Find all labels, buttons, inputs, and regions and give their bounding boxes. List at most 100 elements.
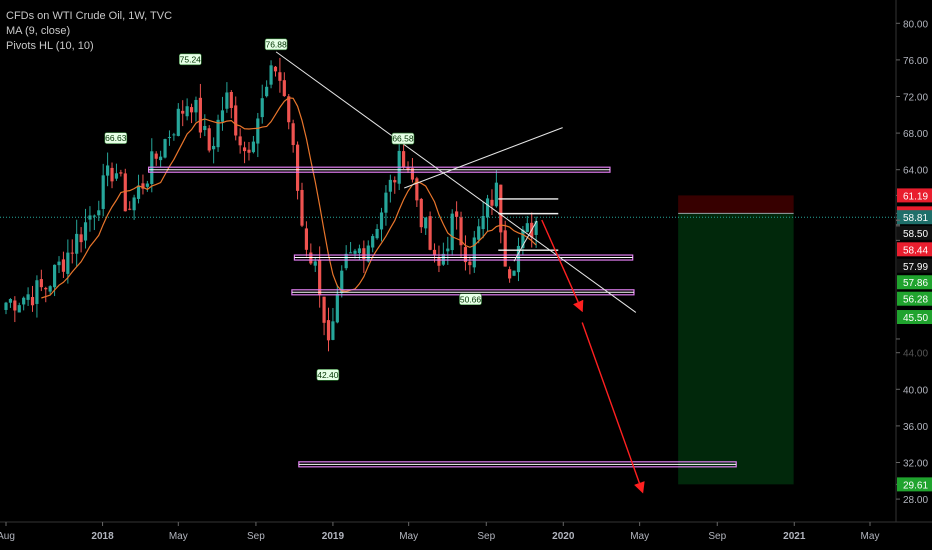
candle-body[interactable] xyxy=(503,230,507,267)
candle-body[interactable] xyxy=(176,108,180,136)
candle-body[interactable] xyxy=(225,92,229,109)
candle-body[interactable] xyxy=(521,229,525,249)
candle-body[interactable] xyxy=(388,179,392,192)
candle-body[interactable] xyxy=(79,234,83,243)
candle-body[interactable] xyxy=(4,302,8,310)
candle-body[interactable] xyxy=(145,183,149,187)
candle-body[interactable] xyxy=(393,180,397,183)
projection-arrow-2[interactable] xyxy=(581,322,645,494)
candle-body[interactable] xyxy=(265,86,269,97)
candle-body[interactable] xyxy=(437,257,441,266)
candle-body[interactable] xyxy=(216,119,220,148)
position-stop-zone[interactable] xyxy=(678,195,794,214)
candle-body[interactable] xyxy=(516,245,521,273)
candle-body[interactable] xyxy=(402,151,406,168)
candle-body[interactable] xyxy=(287,96,291,123)
candle-body[interactable] xyxy=(101,175,105,209)
candle-body[interactable] xyxy=(251,141,255,153)
candle-body[interactable] xyxy=(229,91,233,108)
candle-body[interactable] xyxy=(468,261,472,266)
candle-body[interactable] xyxy=(512,270,516,276)
candle-body[interactable] xyxy=(260,98,264,118)
candle-body[interactable] xyxy=(35,280,39,304)
candle-body[interactable] xyxy=(534,221,538,235)
candle-body[interactable] xyxy=(132,197,136,211)
candle-body[interactable] xyxy=(472,237,476,268)
candle-body[interactable] xyxy=(13,300,17,311)
candle-body[interactable] xyxy=(300,189,304,226)
candle-body[interactable] xyxy=(207,128,211,151)
candle-body[interactable] xyxy=(247,149,251,153)
candle-body[interactable] xyxy=(269,65,273,85)
candle-body[interactable] xyxy=(322,296,326,323)
candle-body[interactable] xyxy=(366,245,370,262)
candle-body[interactable] xyxy=(446,248,450,252)
candle-body[interactable] xyxy=(181,110,185,114)
candle-body[interactable] xyxy=(167,137,172,139)
candle-body[interactable] xyxy=(17,305,21,313)
candle-body[interactable] xyxy=(114,173,119,179)
candle-body[interactable] xyxy=(291,123,295,146)
candle-body[interactable] xyxy=(44,287,48,290)
candle-body[interactable] xyxy=(119,172,123,174)
candle-body[interactable] xyxy=(75,233,79,254)
candle-body[interactable] xyxy=(282,80,286,97)
candle-body[interactable] xyxy=(340,270,344,294)
candle-body[interactable] xyxy=(273,66,278,72)
candle-body[interactable] xyxy=(455,211,459,217)
candle-body[interactable] xyxy=(66,252,70,274)
candle-body[interactable] xyxy=(238,136,242,146)
candle-body[interactable] xyxy=(123,173,127,212)
candle-body[interactable] xyxy=(110,167,114,182)
candle-body[interactable] xyxy=(163,139,167,158)
candle-body[interactable] xyxy=(441,253,445,265)
candle-body[interactable] xyxy=(331,321,335,340)
candle-body[interactable] xyxy=(371,236,375,248)
candle-body[interactable] xyxy=(278,72,282,81)
trendline-2[interactable] xyxy=(404,127,563,189)
candle-body[interactable] xyxy=(318,260,322,295)
candle-body[interactable] xyxy=(419,198,423,228)
candle-body[interactable] xyxy=(106,165,110,176)
candle-body[interactable] xyxy=(428,216,432,250)
trendline-1[interactable] xyxy=(275,51,637,313)
candle-body[interactable] xyxy=(424,217,428,229)
candle-body[interactable] xyxy=(362,248,366,260)
candle-body[interactable] xyxy=(485,198,490,218)
candle-body[interactable] xyxy=(212,145,216,150)
trendline-3[interactable] xyxy=(513,220,538,262)
candle-body[interactable] xyxy=(26,294,30,300)
candle-body[interactable] xyxy=(30,297,35,306)
candle-body[interactable] xyxy=(57,261,61,266)
candle-body[interactable] xyxy=(159,156,163,161)
candle-body[interactable] xyxy=(326,320,331,341)
candle-body[interactable] xyxy=(83,222,88,241)
candle-body[interactable] xyxy=(88,215,92,220)
candle-body[interactable] xyxy=(490,199,494,206)
candle-body[interactable] xyxy=(8,299,13,303)
candle-body[interactable] xyxy=(410,168,415,180)
candle-body[interactable] xyxy=(494,182,498,207)
candle-body[interactable] xyxy=(185,106,189,117)
candle-body[interactable] xyxy=(22,297,26,305)
candle-body[interactable] xyxy=(92,215,96,217)
candle-body[interactable] xyxy=(313,261,317,266)
position-target-zone[interactable] xyxy=(678,213,794,485)
candle-body[interactable] xyxy=(172,134,176,136)
candle-body[interactable] xyxy=(70,252,74,254)
candle-body[interactable] xyxy=(194,99,198,113)
candle-body[interactable] xyxy=(154,153,158,159)
candle-body[interactable] xyxy=(53,264,57,288)
candle-body[interactable] xyxy=(481,215,485,230)
candle-body[interactable] xyxy=(348,252,353,254)
candle-body[interactable] xyxy=(97,210,101,216)
candle-body[interactable] xyxy=(304,228,309,250)
candle-body[interactable] xyxy=(48,286,52,292)
candle-body[interactable] xyxy=(415,178,419,201)
candle-body[interactable] xyxy=(406,167,410,170)
candle-body[interactable] xyxy=(39,279,43,288)
candle-body[interactable] xyxy=(459,217,463,246)
candle-body[interactable] xyxy=(375,228,379,239)
